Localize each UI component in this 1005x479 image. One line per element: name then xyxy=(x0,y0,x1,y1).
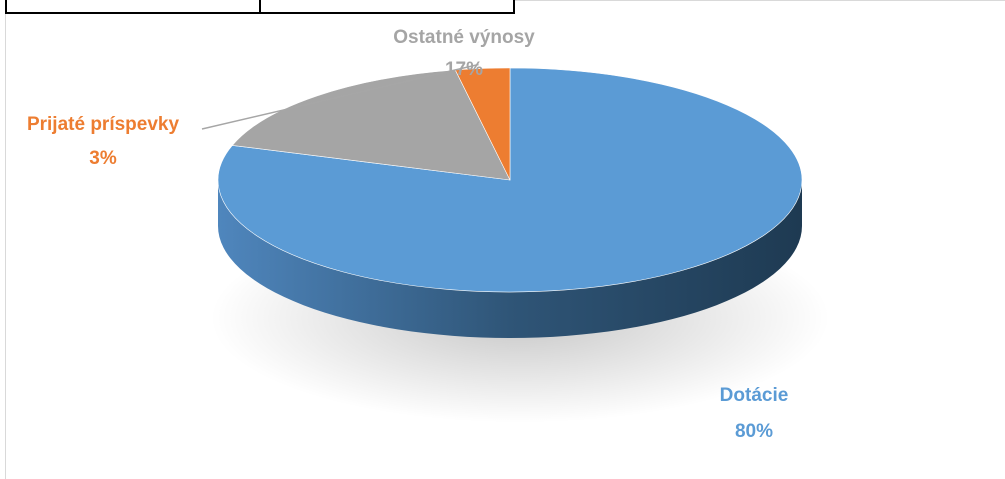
pie-label-ostatne-vynosy-name: Ostatné výnosy xyxy=(393,27,535,48)
table-cell-divider xyxy=(259,0,261,12)
pie-top xyxy=(217,67,803,293)
leader-line-prijate-prispevky xyxy=(201,63,479,130)
pie-labels: Dotácie 80% Ostatné výnosy 17% Prijaté prísp… xyxy=(27,27,788,442)
chart-frame-top-border xyxy=(515,0,1005,1)
pie-side-dotacie xyxy=(218,180,802,338)
table-strip xyxy=(5,0,515,14)
pie-label-dotacie-name: Dotácie xyxy=(720,385,789,406)
pie-label-prijate-prispevky-name: Prijaté príspevky xyxy=(27,114,180,135)
pie-slice-ostatne-vynosy xyxy=(231,69,511,181)
pie-label-ostatne-vynosy-value: 17% xyxy=(445,59,483,80)
pie-leader-lines xyxy=(201,63,479,130)
pie-side xyxy=(218,180,802,338)
pie-label-prijate-prispevky-value: 3% xyxy=(89,148,117,169)
chart-frame-left-border xyxy=(5,14,6,479)
pie-label-dotacie-value: 80% xyxy=(735,421,773,442)
